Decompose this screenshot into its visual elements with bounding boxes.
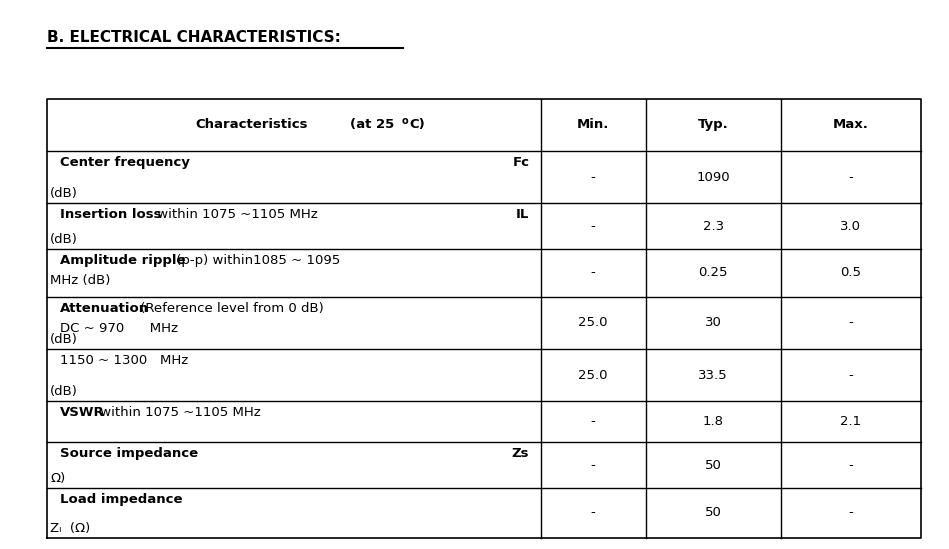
- Text: 25.0: 25.0: [578, 369, 608, 382]
- Text: 30: 30: [705, 316, 721, 329]
- Text: MHz (dB): MHz (dB): [50, 274, 111, 287]
- Text: within 1075 ~1105 MHz: within 1075 ~1105 MHz: [153, 209, 318, 221]
- Text: -: -: [590, 266, 596, 279]
- Text: 25.0: 25.0: [578, 316, 608, 329]
- Text: within 1075 ~1105 MHz: within 1075 ~1105 MHz: [96, 406, 261, 419]
- Text: -: -: [848, 507, 853, 519]
- Text: -: -: [848, 369, 853, 382]
- Text: Load impedance: Load impedance: [60, 493, 182, 506]
- Text: -: -: [590, 171, 596, 184]
- Text: 50: 50: [705, 459, 721, 472]
- Text: (dB): (dB): [50, 385, 78, 398]
- Text: -: -: [590, 507, 596, 519]
- Text: 1150 ~ 1300   MHz: 1150 ~ 1300 MHz: [60, 354, 188, 367]
- Text: (dB): (dB): [50, 233, 78, 246]
- Text: -: -: [590, 220, 596, 233]
- Text: 2.1: 2.1: [840, 416, 862, 428]
- Text: Attenuation: Attenuation: [60, 302, 149, 315]
- Text: Min.: Min.: [577, 119, 609, 132]
- Text: VSWR: VSWR: [60, 406, 104, 419]
- Text: (dB): (dB): [50, 333, 78, 346]
- Text: 3.0: 3.0: [840, 220, 861, 233]
- Text: Typ.: Typ.: [698, 119, 729, 132]
- Text: -: -: [590, 416, 596, 428]
- Text: -: -: [848, 171, 853, 184]
- Text: Characteristics: Characteristics: [195, 119, 307, 132]
- Text: Insertion loss: Insertion loss: [60, 209, 161, 221]
- Text: 2.3: 2.3: [702, 220, 724, 233]
- Text: 50: 50: [705, 507, 721, 519]
- Text: Max.: Max.: [832, 119, 868, 132]
- Text: DC ~ 970      MHz: DC ~ 970 MHz: [60, 322, 177, 335]
- Text: o: o: [401, 116, 408, 126]
- Text: B. ELECTRICAL CHARACTERISTICS:: B. ELECTRICAL CHARACTERISTICS:: [47, 30, 342, 45]
- Text: (dB): (dB): [50, 187, 78, 200]
- Text: -: -: [590, 459, 596, 472]
- Text: (Reference level from 0 dB): (Reference level from 0 dB): [136, 302, 324, 315]
- Text: 1.8: 1.8: [702, 416, 724, 428]
- Text: (p-p) within1085 ~ 1095: (p-p) within1085 ~ 1095: [172, 254, 340, 267]
- Text: -: -: [848, 316, 853, 329]
- Text: (at 25: (at 25: [350, 119, 394, 132]
- Text: 0.25: 0.25: [698, 266, 728, 279]
- Text: -: -: [848, 459, 853, 472]
- Text: Center frequency: Center frequency: [60, 156, 190, 169]
- Text: Ω): Ω): [50, 472, 65, 485]
- Text: Source impedance: Source impedance: [60, 447, 198, 461]
- Text: Amplitude ripple: Amplitude ripple: [60, 254, 185, 267]
- Text: C): C): [410, 119, 425, 132]
- Text: Fc: Fc: [512, 156, 530, 169]
- Text: 0.5: 0.5: [840, 266, 861, 279]
- Text: 1090: 1090: [697, 171, 730, 184]
- Text: 33.5: 33.5: [698, 369, 728, 382]
- Text: Zs: Zs: [512, 447, 530, 461]
- Text: Zₗ  (Ω): Zₗ (Ω): [50, 522, 90, 535]
- Text: IL: IL: [516, 209, 530, 221]
